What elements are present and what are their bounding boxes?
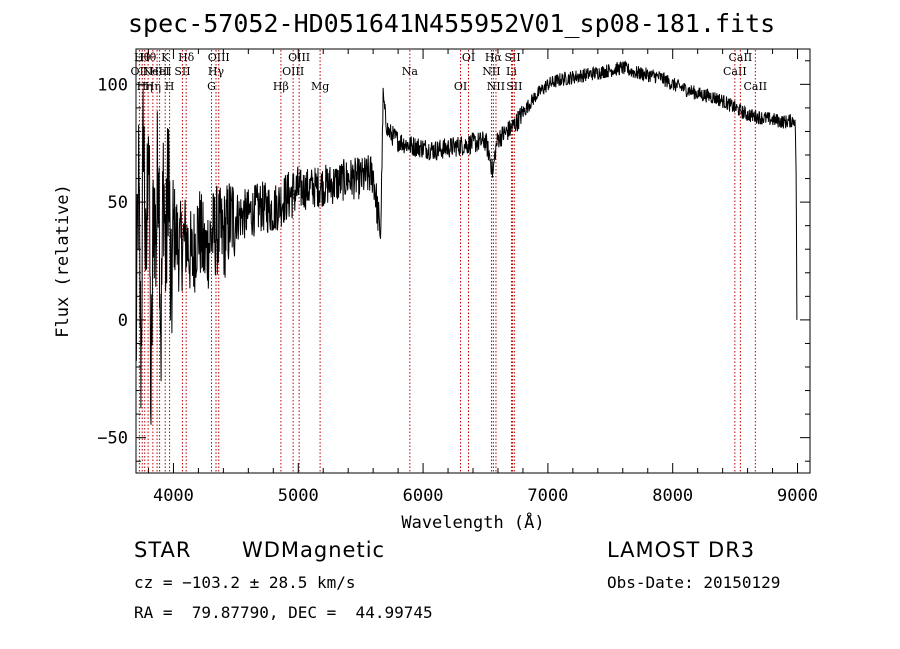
y-tick-label: 0 <box>118 311 128 331</box>
object-class: STAR <box>134 538 192 562</box>
line-label-OIII: OIII <box>208 51 230 64</box>
line-label-H: H <box>165 80 175 93</box>
chart-title: spec-57052-HD051641N455952V01_sp08-181.f… <box>128 9 776 38</box>
spectrum-line <box>135 60 798 425</box>
line-label-CaII: CaII <box>729 51 753 64</box>
line-label-Hα: Hα <box>485 51 503 64</box>
line-label-NeIII: NeIII <box>143 65 172 78</box>
line-label-Li: Li <box>506 65 517 78</box>
redshift-readout: cz = −103.2 ± 28.5 km/s <box>134 573 356 592</box>
line-label-Hη: Hη <box>137 80 153 93</box>
y-axis-label: Flux (relative) <box>53 184 73 338</box>
line-label-CaII: CaII <box>743 80 767 93</box>
line-label-CaII: CaII <box>723 65 747 78</box>
line-label-SII: SII <box>506 80 522 93</box>
line-label-SII: SII <box>174 65 190 78</box>
line-label-NII: NII <box>487 80 505 93</box>
line-label-OIII: OIII <box>282 65 304 78</box>
line-label-NII: NII <box>482 65 500 78</box>
x-tick-label: 4000 <box>153 486 194 506</box>
line-label-HeI: HeI <box>149 65 169 78</box>
line-label-SII: SII <box>504 51 520 64</box>
x-tick-label: 7000 <box>527 486 568 506</box>
line-label-Hθ: Hθ <box>140 51 157 64</box>
y-tick-label: 100 <box>97 75 128 95</box>
y-tick-label: 50 <box>108 193 128 213</box>
obs-date: Obs-Date: 20150129 <box>607 573 781 592</box>
x-tick-label: 9000 <box>777 486 818 506</box>
line-label-Na: Na <box>402 65 419 78</box>
object-subclass: WDMagnetic <box>242 538 386 562</box>
line-label-OIII: OIII <box>288 51 310 64</box>
line-label-Hδ: Hδ <box>178 51 195 64</box>
y-tick-label: −50 <box>97 429 128 449</box>
line-label-Hβ: Hβ <box>273 80 289 93</box>
plot-frame <box>135 48 811 474</box>
line-label-OII: OII <box>131 65 149 78</box>
line-label-OI: OI <box>454 80 467 93</box>
line-label-Hγ: Hγ <box>208 65 225 78</box>
x-tick-label: 8000 <box>652 486 693 506</box>
coordinates: RA = 79.87790, DEC = 44.99745 <box>134 603 433 622</box>
line-label-OI: OI <box>462 51 475 64</box>
line-label-Mg: Mg <box>311 80 329 93</box>
line-label-K: K <box>161 51 170 64</box>
x-tick-label: 6000 <box>403 486 444 506</box>
line-label-Hη: Hη <box>145 80 161 93</box>
x-axis-label: Wavelength (Å) <box>401 511 544 533</box>
x-tick-label: 5000 <box>278 486 319 506</box>
line-label-Hθ: Hθ <box>134 51 151 64</box>
line-label-G: G <box>207 80 216 93</box>
survey-name: LAMOST DR3 <box>607 538 756 562</box>
